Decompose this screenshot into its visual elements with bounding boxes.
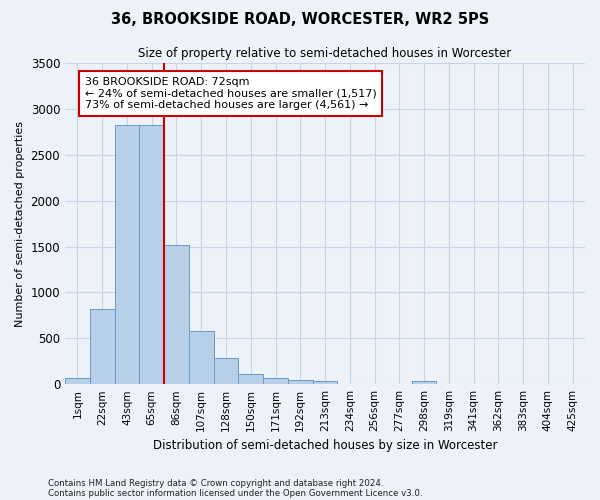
Y-axis label: Number of semi-detached properties: Number of semi-detached properties <box>15 120 25 326</box>
Text: Contains public sector information licensed under the Open Government Licence v3: Contains public sector information licen… <box>48 488 422 498</box>
Bar <box>214 358 238 384</box>
Bar <box>288 380 313 384</box>
Bar <box>189 331 214 384</box>
Bar <box>164 244 189 384</box>
Bar <box>412 381 436 384</box>
Bar <box>65 378 90 384</box>
Bar <box>263 378 288 384</box>
Bar <box>90 309 115 384</box>
Title: Size of property relative to semi-detached houses in Worcester: Size of property relative to semi-detach… <box>139 48 512 60</box>
X-axis label: Distribution of semi-detached houses by size in Worcester: Distribution of semi-detached houses by … <box>153 440 497 452</box>
Bar <box>115 126 139 384</box>
Bar <box>139 126 164 384</box>
Text: 36, BROOKSIDE ROAD, WORCESTER, WR2 5PS: 36, BROOKSIDE ROAD, WORCESTER, WR2 5PS <box>111 12 489 28</box>
Bar <box>238 374 263 384</box>
Text: 36 BROOKSIDE ROAD: 72sqm
← 24% of semi-detached houses are smaller (1,517)
73% o: 36 BROOKSIDE ROAD: 72sqm ← 24% of semi-d… <box>85 77 377 110</box>
Bar <box>313 381 337 384</box>
Text: Contains HM Land Registry data © Crown copyright and database right 2024.: Contains HM Land Registry data © Crown c… <box>48 478 383 488</box>
